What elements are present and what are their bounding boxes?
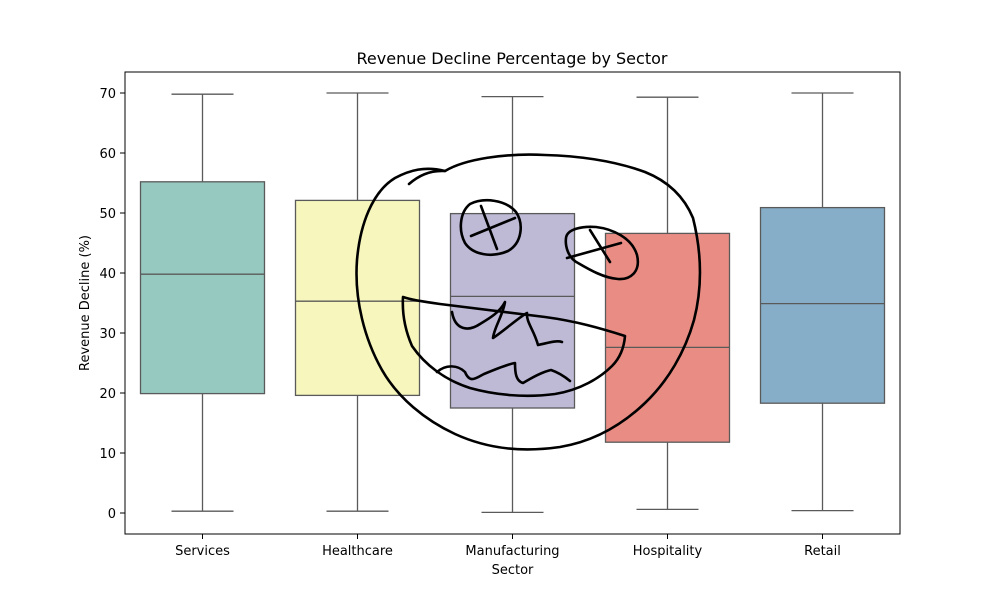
- doodle-forehead-stroke: [407, 169, 447, 186]
- box-group: [139, 93, 266, 512]
- doodle-left-eye-cross-1: [469, 216, 517, 238]
- x-tick-label: Manufacturing: [465, 544, 559, 559]
- doodle-right-eye-cross-2: [588, 228, 612, 264]
- x-tick-label: Retail: [804, 544, 841, 559]
- box-iqr: [604, 232, 731, 443]
- x-axis-label: Sector: [492, 563, 534, 578]
- doodle-face-outline: [355, 153, 702, 451]
- x-tick-label: Services: [175, 544, 230, 559]
- y-tick-label: 0: [108, 507, 116, 522]
- doodle-right-eye-cross-1: [565, 241, 623, 260]
- doodle-upper-teeth: [450, 300, 564, 347]
- doodle-left-eye-cross-2: [479, 204, 499, 251]
- doodle-lower-teeth: [435, 361, 572, 385]
- y-tick-label: 70: [99, 87, 116, 102]
- y-tick-label: 40: [99, 267, 116, 282]
- chart-title: Revenue Decline Percentage by Sector: [357, 49, 668, 68]
- box-group: [759, 92, 886, 512]
- boxes-layer: [139, 92, 886, 514]
- doodle-left-eye: [459, 198, 522, 257]
- box-iqr: [759, 206, 886, 404]
- box-group: [604, 96, 731, 511]
- y-tick-label: 10: [99, 447, 116, 462]
- y-tick-label: 60: [99, 147, 116, 162]
- x-tick-label: Healthcare: [322, 544, 393, 559]
- x-tick-label: Hospitality: [633, 544, 703, 559]
- y-axis: 0 10 20 30 40 50 60 70 Revenue Decline (%): [78, 71, 901, 535]
- y-axis-label: Revenue Decline (%): [78, 235, 93, 371]
- y-tick-label: 20: [99, 387, 116, 402]
- y-tick-label: 30: [99, 327, 116, 342]
- doodle-mouth-outline: [401, 295, 627, 398]
- x-axis: Services Healthcare Manufacturing Hospitali…: [175, 534, 841, 578]
- doodle-right-eye: [564, 225, 640, 281]
- box-iqr: [139, 181, 266, 395]
- doodle-annotation: [355, 153, 702, 451]
- y-tick-label: 50: [99, 207, 116, 222]
